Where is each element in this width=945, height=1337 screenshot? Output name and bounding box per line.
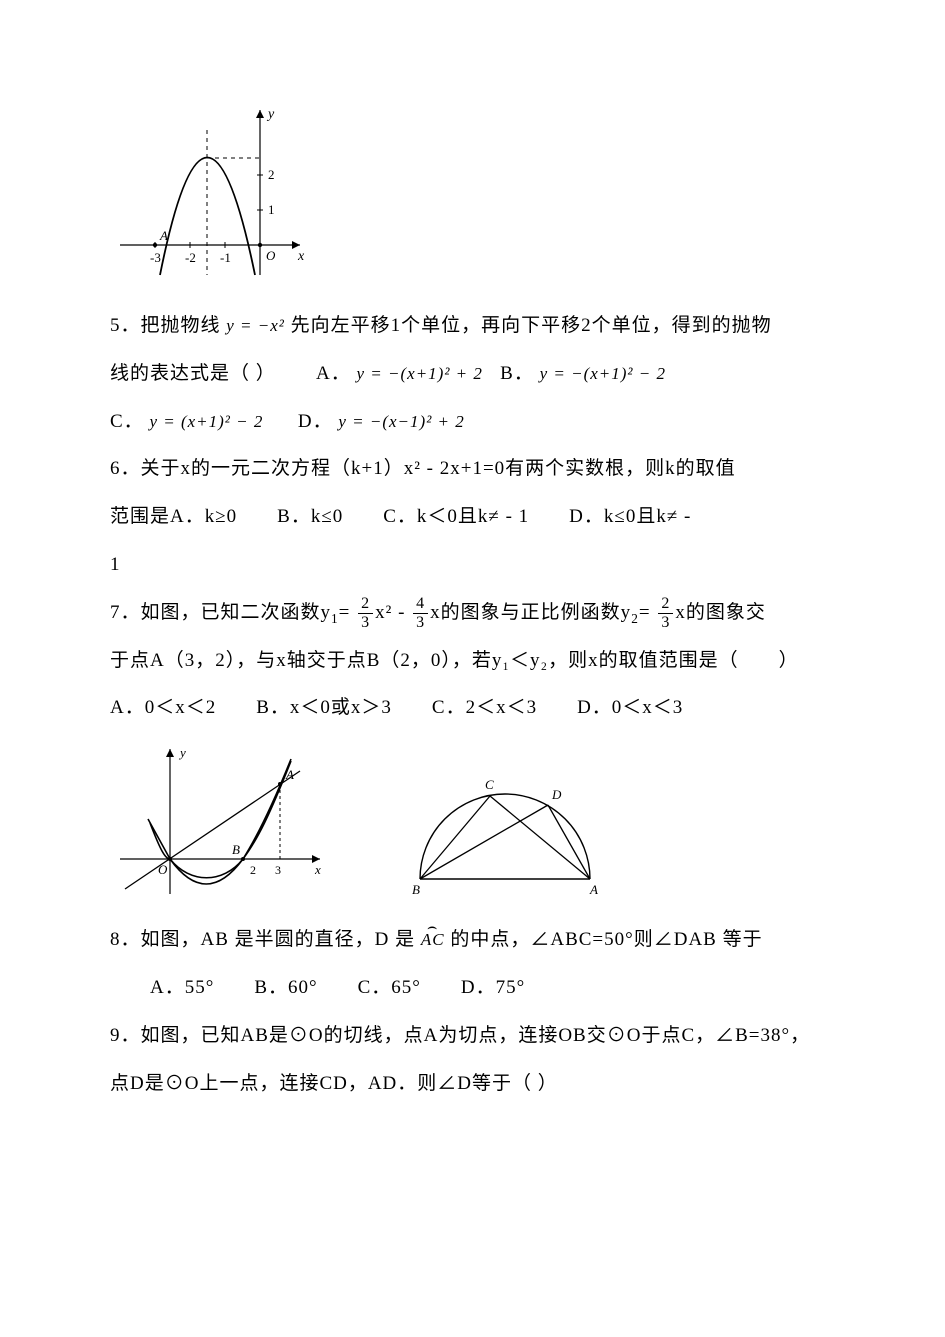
q5-mid: 先向左平移1个单位，再向下平移2个单位，得到的抛物 bbox=[291, 315, 772, 336]
q8-pre: 8．如图，AB 是半圆的直径，D 是 bbox=[110, 929, 415, 950]
fig3-point-B: B bbox=[412, 882, 420, 897]
q8-post: 的中点，∠ABC=50°则∠DAB 等于 bbox=[450, 929, 762, 950]
fig1-origin-label: O bbox=[266, 248, 276, 263]
figure-2-svg: O x y 2 3 A B bbox=[110, 739, 330, 899]
q7-frac3-num: 2 bbox=[658, 595, 673, 614]
q5-optC-eq: y = (x+1)² − 2 bbox=[149, 412, 263, 431]
q7-options: A．0＜x＜2 B．x＜0或x＞3 C．2＜x＜3 D．0＜x＜3 bbox=[110, 687, 835, 729]
q5-prefix: 5．把抛物线 bbox=[110, 315, 221, 336]
q7-sub1: 1 bbox=[331, 611, 339, 626]
q7-mid3: = bbox=[639, 602, 656, 623]
fig1-ytick-1: 1 bbox=[268, 202, 275, 217]
q7-frac1-num: 2 bbox=[358, 595, 373, 614]
q5-optD-label: D． bbox=[298, 411, 333, 432]
q8-line1: 8．如图，AB 是半圆的直径，D 是 ⌢ AC 的中点，∠ABC=50°则∠DA… bbox=[110, 919, 835, 961]
arc-hat-icon: ⌢ bbox=[421, 910, 445, 946]
q7-mid4: x的图象交 bbox=[675, 602, 766, 623]
fig1-xtick-neg2: -2 bbox=[185, 250, 196, 265]
fig1-xtick-neg3: -3 bbox=[150, 250, 161, 265]
figure-1-svg: -3 -2 -1 O 1 2 x y A bbox=[110, 100, 310, 285]
q5-optB-eq: y = −(x+1)² − 2 bbox=[540, 364, 666, 383]
q5-optD-eq: y = −(x−1)² + 2 bbox=[338, 412, 464, 431]
q5-optA-eq: y = −(x+1)² + 2 bbox=[357, 364, 483, 383]
fig2-xtick-2: 2 bbox=[250, 863, 256, 877]
q7-sub2: 2 bbox=[631, 611, 639, 626]
q9-line2: 点D是⊙O上一点，连接CD，AD．则∠D等于（ ） bbox=[110, 1063, 835, 1105]
fig3-point-C: C bbox=[485, 777, 494, 792]
q7-mid1: x² - bbox=[375, 602, 411, 623]
q8-options: A．55° B．60° C．65° D．75° bbox=[110, 967, 835, 1009]
q9-line1: 9．如图，已知AB是⊙O的切线，点A为切点，连接OB交⊙O于点C，∠B=38°， bbox=[110, 1015, 835, 1057]
fig2-point-B: B bbox=[232, 842, 240, 857]
q7-mid2: x的图象与正比例函数y bbox=[430, 602, 631, 623]
q5-line1: 5．把抛物线 y = −x² 先向左平移1个单位，再向下平移2个单位，得到的抛物 bbox=[110, 305, 835, 347]
fig2-origin: O bbox=[158, 862, 168, 877]
q5-line3: C． y = (x+1)² − 2 D． y = −(x−1)² + 2 bbox=[110, 401, 835, 443]
q5-line2a: 线的表达式是（ ） bbox=[110, 363, 276, 384]
fig3-point-A: A bbox=[589, 882, 598, 897]
fig2-xtick-3: 3 bbox=[275, 863, 281, 877]
fig2-point-A: A bbox=[285, 767, 294, 782]
q5-line2: 线的表达式是（ ） A． y = −(x+1)² + 2 B． y = −(x+… bbox=[110, 353, 835, 395]
q5-optB-label: B． bbox=[500, 363, 534, 384]
q6-line3: 1 bbox=[110, 544, 835, 586]
q7-frac1: 23 bbox=[358, 595, 373, 631]
figure-1-container: -3 -2 -1 O 1 2 x y A bbox=[110, 100, 835, 285]
q8-arc-container: ⌢ AC bbox=[421, 919, 445, 961]
q7-frac2-den: 3 bbox=[413, 614, 428, 632]
q5-optA-label: A． bbox=[316, 363, 351, 384]
fig2-x-label: x bbox=[314, 862, 321, 877]
q7-eqpart1: = bbox=[339, 602, 356, 623]
q7-prefix: 7．如图，已知二次函数y bbox=[110, 602, 331, 623]
fig1-x-axis-label: x bbox=[297, 249, 305, 264]
q7-frac2: 43 bbox=[413, 595, 428, 631]
q5-eq0: y = −x² bbox=[226, 316, 285, 335]
fig1-y-axis-label: y bbox=[266, 107, 275, 122]
q5-optC-label: C． bbox=[110, 411, 144, 432]
q7-line1: 7．如图，已知二次函数y1= 23x² - 43x的图象与正比例函数y2= 23… bbox=[110, 592, 835, 634]
q6-line2: 范围是A．k≥0 B．k≤0 C．k＜0且k≠ - 1 D．k≤0且k≠ - bbox=[110, 496, 835, 538]
figure-3-svg: B A C D bbox=[390, 769, 620, 899]
fig3-point-D: D bbox=[551, 787, 562, 802]
q7-frac3-den: 3 bbox=[658, 614, 673, 632]
fig2-y-label: y bbox=[178, 745, 186, 760]
figure-row-2: O x y 2 3 A B B A C D bbox=[110, 739, 835, 899]
q7-frac1-den: 3 bbox=[358, 614, 373, 632]
fig1-ytick-2: 2 bbox=[268, 167, 275, 182]
q7-line2: 于点A（3，2），与x轴交于点B（2，0），若y₁＜y₂，则x的取值范围是（ ） bbox=[110, 640, 835, 682]
q6-line1: 6．关于x的一元二次方程（k+1）x² - 2x+1=0有两个实数根，则k的取值 bbox=[110, 448, 835, 490]
q7-frac3: 23 bbox=[658, 595, 673, 631]
fig1-xtick-neg1: -1 bbox=[220, 250, 231, 265]
q7-frac2-num: 4 bbox=[413, 595, 428, 614]
